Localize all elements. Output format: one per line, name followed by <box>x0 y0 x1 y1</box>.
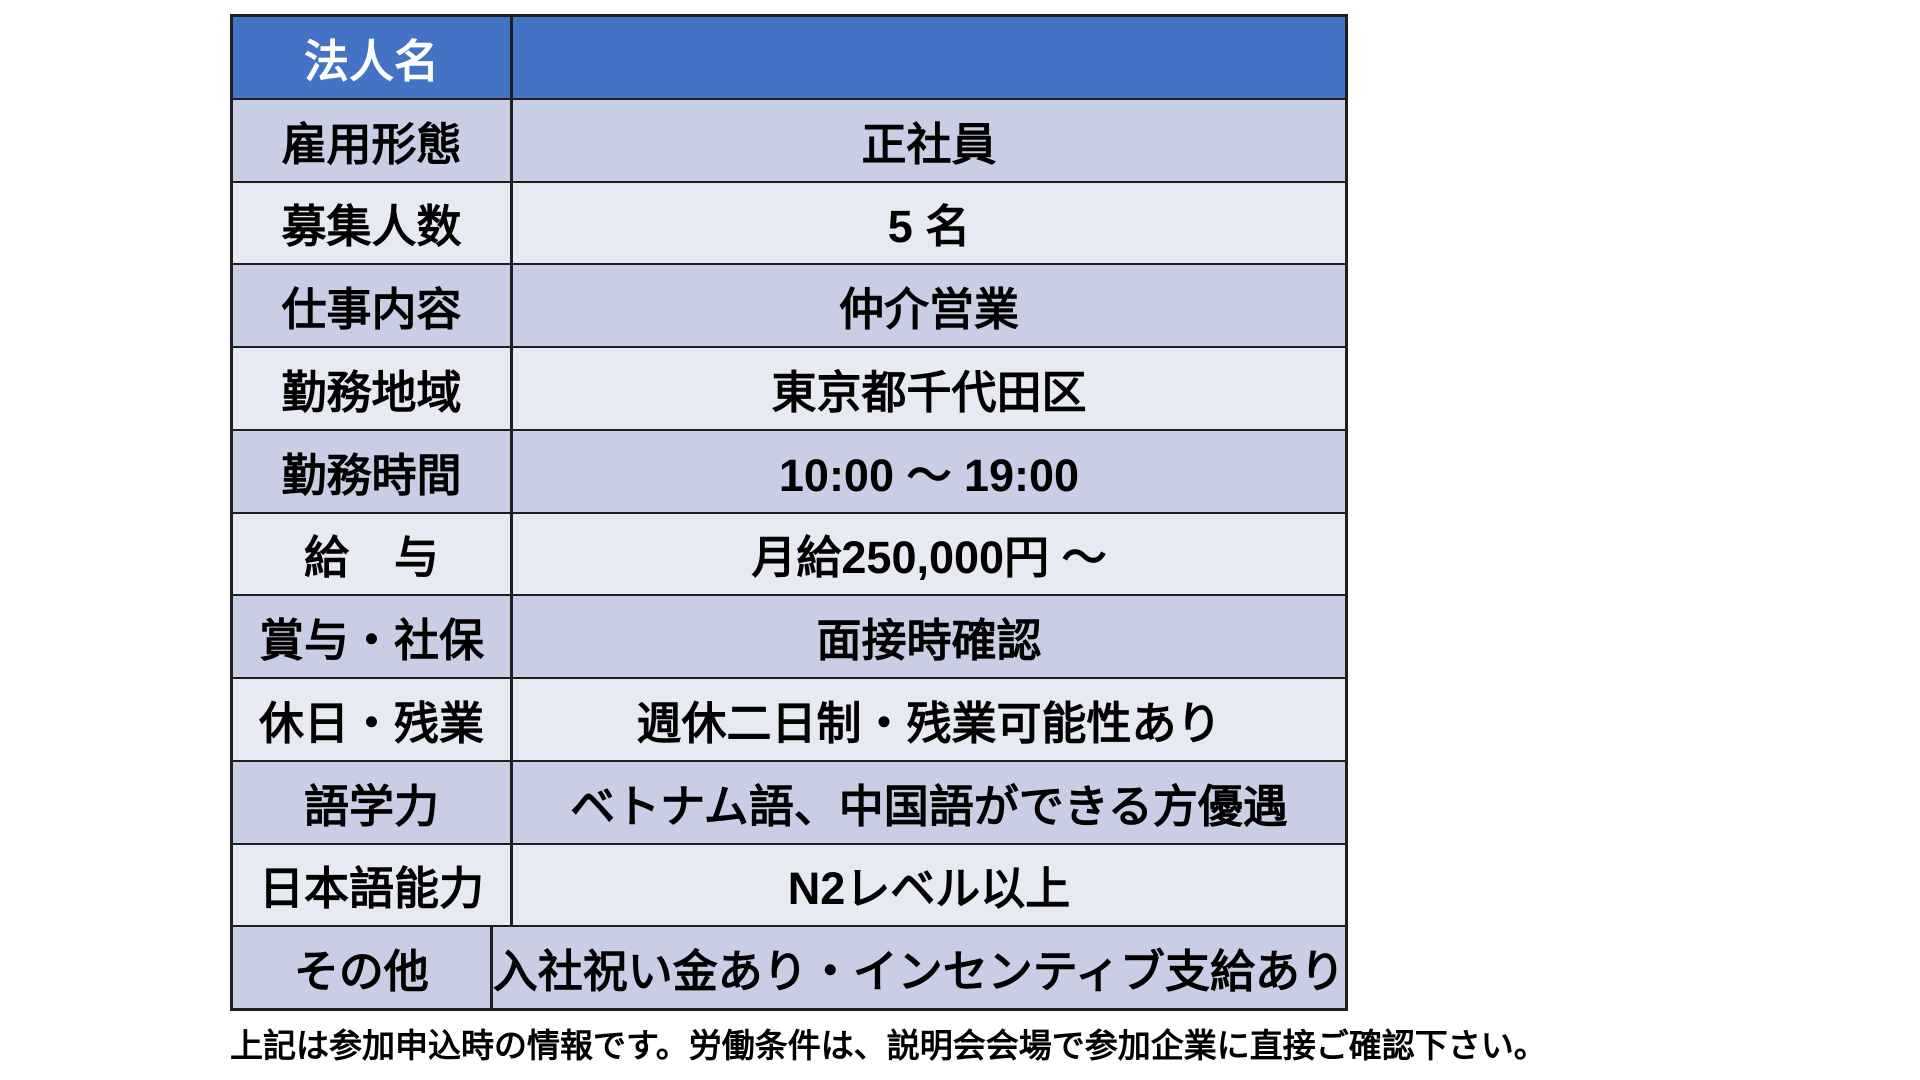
row-value: 月給250,000円 ～ <box>751 532 1107 584</box>
row-label: 仕事内容 <box>233 265 513 346</box>
table-row: 仕事内容 仲介営業 <box>233 263 1345 346</box>
row-label: 勤務地域 <box>233 348 513 429</box>
row-value: 週休二日制・残業可能性あり <box>636 697 1222 749</box>
table-row: 勤務時間 10:00 ～ 19:00 <box>233 428 1345 512</box>
row-value: 正社員 <box>861 118 997 170</box>
table-row: 給 与 月給250,000円 ～ <box>233 511 1345 595</box>
row-label: 募集人数 <box>233 182 513 264</box>
row-label: 給 与 <box>233 513 513 595</box>
table-row: 賞与・社保 面接時確認 <box>233 594 1345 677</box>
row-value: 5 名 <box>887 201 971 253</box>
row-label: 勤務時間 <box>233 430 513 512</box>
header-value <box>513 17 1345 98</box>
row-label: 日本語能力 <box>233 844 513 926</box>
table-row: 勤務地域 東京都千代田区 <box>233 346 1345 429</box>
row-label: 休日・残業 <box>233 679 513 760</box>
table-row: 休日・残業 週休二日制・残業可能性あり <box>233 677 1345 760</box>
row-value: 東京都千代田区 <box>771 366 1087 418</box>
row-value: 10:00 ～ 19:00 <box>778 449 1080 501</box>
table-row: 募集人数 5 名 <box>233 180 1345 264</box>
table-row: 雇用形態 正社員 <box>233 97 1345 181</box>
row-value: 面接時確認 <box>816 615 1042 667</box>
row-value: 仲介営業 <box>838 284 1019 336</box>
table-row: 語学力 ベトナム語、中国語ができる方優遇 <box>233 759 1345 843</box>
table-row: 日本語能力 N2レベル以上 <box>233 842 1345 926</box>
row-label: その他 <box>233 927 493 1008</box>
row-label: 語学力 <box>233 761 513 843</box>
job-info-table: 法人名 雇用形態 正社員募集人数 5 名仕事内容 仲介営業勤務地域 東京都千代田区勤務時… <box>230 14 1348 1011</box>
footer-note: 上記は参加申込時の情報です。労働条件は、説明会会場で参加企業に直接ご確認下さい。 <box>230 1027 1547 1064</box>
row-label: 賞与・社保 <box>233 596 513 677</box>
table-row: その他 入社祝い金あり・インセンティブ支給あり <box>233 925 1345 1008</box>
header-label: 法人名 <box>233 17 513 98</box>
row-label: 雇用形態 <box>233 99 513 181</box>
table-header-row: 法人名 <box>233 17 1345 98</box>
row-value: ベトナム語、中国語ができる方優遇 <box>570 780 1288 832</box>
row-value: 入社祝い金あり・インセンティブ支給あり <box>492 946 1345 998</box>
row-value: N2レベル以上 <box>787 863 1071 915</box>
